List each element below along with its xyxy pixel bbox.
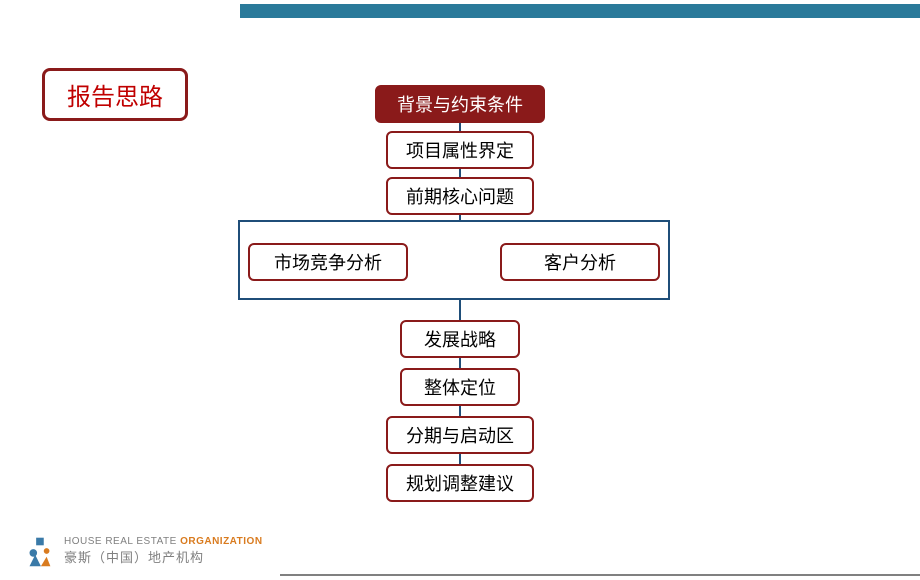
flow-node-customer: 客户分析 [500,243,660,281]
flow-node-background: 背景与约束条件 [375,85,545,123]
org-name-en: HOUSE REAL ESTATE ORGANIZATION [64,536,263,547]
top-accent-bar [240,4,920,18]
org-logo: HOUSE REAL ESTATE ORGANIZATION 豪斯（中国）地产机… [20,532,263,570]
org-name-cn: 豪斯（中国）地产机构 [64,547,263,566]
page-title: 报告思路 [42,68,188,121]
flow-node-attribute: 项目属性界定 [386,131,534,169]
flow-node-planning: 规划调整建议 [386,464,534,502]
flow-node-phasing: 分期与启动区 [386,416,534,454]
flow-node-strategy: 发展战略 [400,320,520,358]
flow-node-core-issue: 前期核心问题 [386,177,534,215]
logo-icon [20,532,58,570]
flow-node-market: 市场竞争分析 [248,243,408,281]
flow-node-positioning: 整体定位 [400,368,520,406]
footer-divider [280,574,920,576]
connector [459,300,461,322]
